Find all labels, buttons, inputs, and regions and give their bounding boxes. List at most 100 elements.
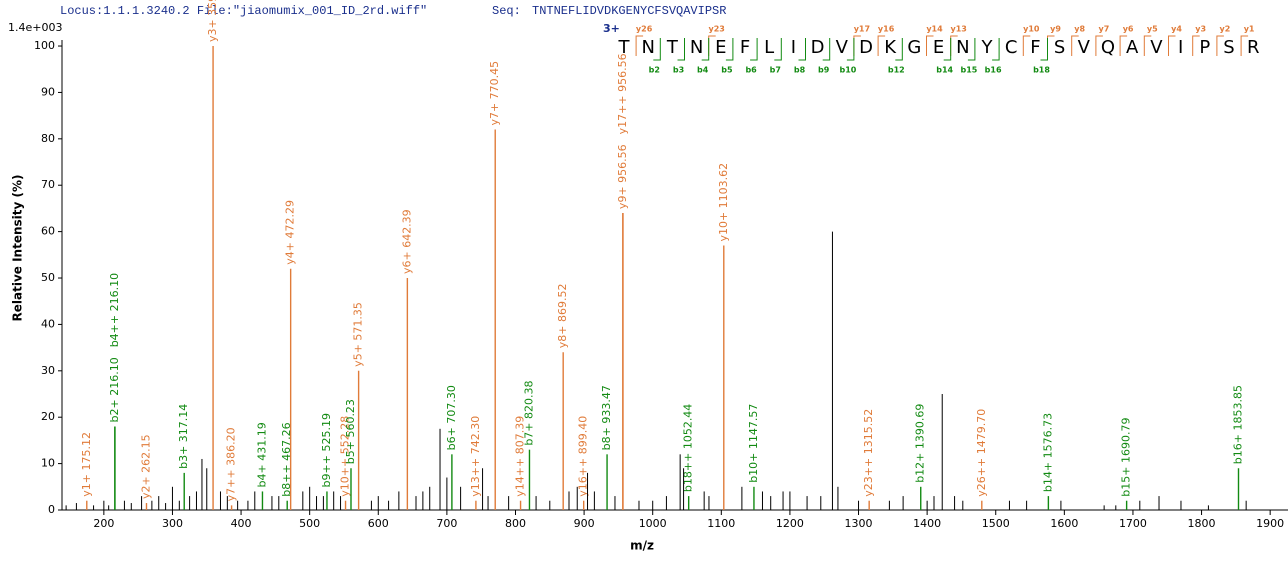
residue: P xyxy=(1199,37,1210,58)
y-ion-label: y4 xyxy=(1171,25,1182,34)
y-tick-label: 0 xyxy=(48,503,55,516)
peak-label: b3+ 317.14 xyxy=(177,404,190,469)
y-tick-label: 80 xyxy=(41,132,55,145)
peak-label: b8++ 467.26 xyxy=(280,422,293,496)
y-ion-label: y23 xyxy=(709,25,725,34)
peak-label: y16++ 899.40 xyxy=(577,416,590,497)
peak-label: b9++ 525.19 xyxy=(320,413,333,487)
y-ion-marker xyxy=(1192,35,1200,56)
residue: T xyxy=(618,37,631,58)
x-tick-label: 1200 xyxy=(776,517,804,530)
peak-label: y26++ 1479.70 xyxy=(975,409,988,497)
y-ion-marker xyxy=(635,35,644,56)
peak-label: b5+ 560.23 xyxy=(344,399,357,464)
peak-label: b2+ 216.10 xyxy=(108,357,121,422)
x-tick-label: 600 xyxy=(368,517,389,530)
residue: N xyxy=(641,37,654,58)
b-ion-marker xyxy=(677,38,685,61)
x-tick-label: 900 xyxy=(574,517,595,530)
y-ion-marker xyxy=(926,35,934,56)
residue: L xyxy=(764,37,774,58)
y-ion-label: y17 xyxy=(854,25,870,34)
y-tick-label: 90 xyxy=(41,85,55,98)
x-tick-label: 800 xyxy=(505,517,526,530)
residue: S xyxy=(1054,37,1065,58)
y-ion-label: y8 xyxy=(1074,25,1085,34)
y-ion-marker xyxy=(1095,35,1103,56)
y-ion-label: y26 xyxy=(636,25,653,34)
y-ion-label: y14 xyxy=(926,25,943,34)
x-tick-label: 1700 xyxy=(1119,517,1147,530)
residue: I xyxy=(791,37,796,58)
b-ion-marker xyxy=(822,38,831,61)
y-ion-marker xyxy=(1216,35,1224,56)
y-ion-label: y3 xyxy=(1195,25,1206,34)
residue: I xyxy=(1178,37,1183,58)
peak-label: b14+ 1576.73 xyxy=(1041,413,1054,492)
y-ion-label: y16 xyxy=(878,25,895,34)
b-ion-label: b12 xyxy=(888,66,905,75)
y-ion-label: y10 xyxy=(1023,25,1040,34)
b-ion-marker xyxy=(992,38,1000,61)
y-tick-label: 100 xyxy=(34,39,55,52)
b-ion-marker xyxy=(750,38,758,61)
residue: E xyxy=(933,37,944,58)
b-ion-marker xyxy=(725,38,734,61)
b-ion-label: b15 xyxy=(960,66,977,75)
x-tick-label: 500 xyxy=(299,517,320,530)
x-tick-label: 1400 xyxy=(913,517,941,530)
residue: N xyxy=(690,37,703,58)
peak-label: b4++ 216.10 xyxy=(108,273,121,347)
peak-label: b8+ 933.47 xyxy=(600,385,613,450)
y-ion-marker xyxy=(1071,35,1079,56)
residue: V xyxy=(1078,37,1091,58)
b-ion-label: b5 xyxy=(721,66,733,75)
residue: V xyxy=(1150,37,1163,58)
y-tick-label: 40 xyxy=(41,317,55,330)
b-ion-label: b2 xyxy=(649,66,660,75)
b-ion-label: b6 xyxy=(745,66,757,75)
y-tick-label: 70 xyxy=(41,178,55,191)
residue: N xyxy=(956,37,969,58)
residue: C xyxy=(1005,37,1018,58)
b-ion-marker xyxy=(1040,38,1048,61)
b-ion-label: b14 xyxy=(936,66,953,75)
y-tick-label: 20 xyxy=(41,410,55,423)
peak-label: y7++ 386.20 xyxy=(225,427,238,501)
b-ion-marker xyxy=(653,38,661,61)
b-ion-marker xyxy=(943,38,952,61)
y-ion-marker xyxy=(877,35,886,56)
x-axis-label: m/z xyxy=(630,539,654,553)
peak-label: b15+ 1690.79 xyxy=(1120,418,1133,497)
x-tick-label: 300 xyxy=(162,517,183,530)
peak-label: y5+ 571.35 xyxy=(352,302,365,367)
b-ion-marker xyxy=(895,38,903,61)
b-ion-label: b7 xyxy=(770,66,781,75)
residue: T xyxy=(666,37,679,58)
y-ion-marker xyxy=(1168,35,1176,56)
peak-label: y23++ 1315.52 xyxy=(862,409,875,497)
peak-label: y4+ 472.29 xyxy=(284,200,297,265)
peak-label: y6+ 642.39 xyxy=(400,209,413,274)
x-tick-label: 1000 xyxy=(639,517,667,530)
peak-label: y10++ 552.28 xyxy=(339,416,352,497)
charge: 3+ xyxy=(603,22,620,35)
peak-label: b6+ 707.30 xyxy=(445,385,458,450)
b-ion-label: b10 xyxy=(839,66,856,75)
sequence: TNTNEFLIDVDKGENYCFSVQAVIPSR xyxy=(532,4,726,18)
y-ion-label: y5 xyxy=(1147,25,1158,34)
x-tick-label: 200 xyxy=(93,517,114,530)
y-ion-label: y9 xyxy=(1050,25,1061,34)
residue: E xyxy=(715,37,726,58)
y-ion-marker xyxy=(1022,35,1031,56)
y-ion-label: y13 xyxy=(951,25,967,34)
residue: D xyxy=(811,37,825,58)
x-tick-label: 1900 xyxy=(1256,517,1284,530)
x-tick-label: 1500 xyxy=(982,517,1010,530)
y-tick-label: 30 xyxy=(41,364,55,377)
b-ion-marker xyxy=(846,38,855,61)
residue: F xyxy=(740,37,750,58)
peak-label: y3+ 359.20 xyxy=(206,0,219,42)
